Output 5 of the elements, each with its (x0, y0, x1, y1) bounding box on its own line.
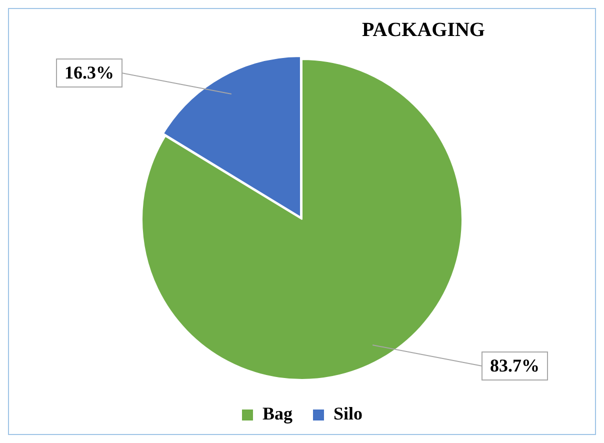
data-label: 16.3% (64, 62, 114, 83)
legend-label: Bag (262, 404, 293, 424)
chart-title: PACKAGING (362, 19, 486, 42)
legend-label: Silo (333, 404, 363, 424)
data-label: 83.7% (490, 356, 540, 376)
